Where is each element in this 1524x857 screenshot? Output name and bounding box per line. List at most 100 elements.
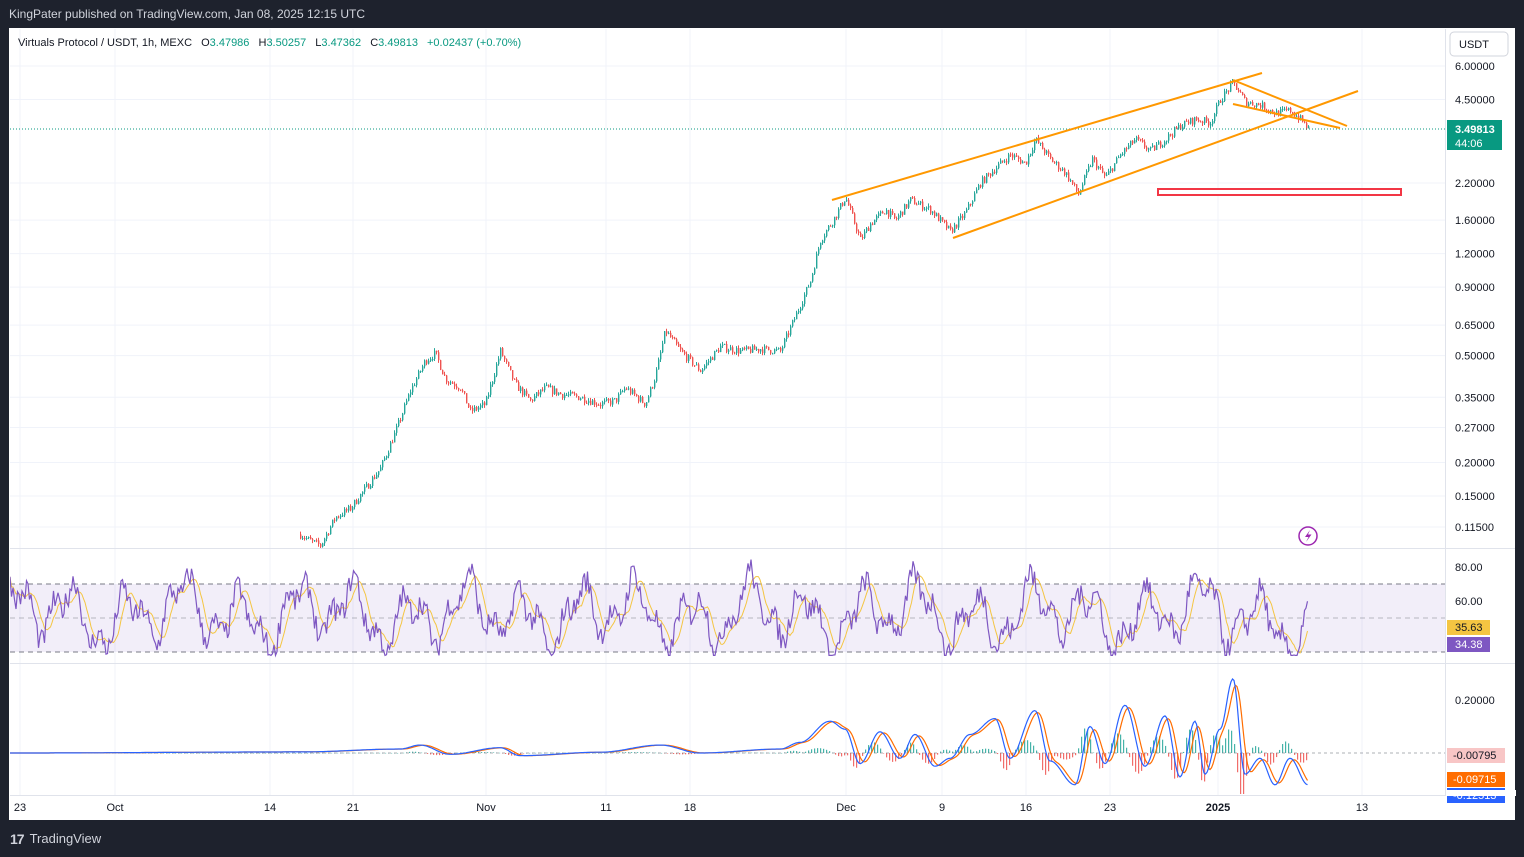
lightning-icon[interactable] <box>1298 526 1318 546</box>
histogram-bar <box>787 751 789 753</box>
currency-button[interactable]: USDT <box>1449 31 1509 57</box>
candle <box>974 191 976 202</box>
change-value: +0.02437 (+0.70%) <box>427 37 521 49</box>
histogram-bar <box>163 752 165 754</box>
wedge-upper-line[interactable] <box>1232 79 1348 127</box>
histogram-bar <box>1129 753 1131 758</box>
histogram-bar <box>145 752 147 754</box>
histogram-bar <box>253 752 255 754</box>
candle <box>862 234 864 240</box>
candle <box>562 393 564 400</box>
chart-canvas[interactable]: 6.00000 4.50000 2.20000 1.60000 1.20000 0.900… <box>0 0 1524 820</box>
histogram-bar <box>1009 753 1011 766</box>
histogram-bar <box>811 749 813 753</box>
candle <box>906 204 908 210</box>
candle <box>478 405 480 412</box>
candle <box>1200 120 1202 123</box>
candle <box>494 372 496 385</box>
candle <box>822 239 824 245</box>
time-tick-label: Nov <box>476 802 496 814</box>
candle <box>324 537 326 547</box>
rsi-axis[interactable]: 80.00 60.00 <box>1455 562 1483 608</box>
candle <box>886 208 888 215</box>
candle <box>1258 102 1260 106</box>
histogram-bar <box>412 751 414 753</box>
candle <box>638 395 640 404</box>
channel-lower-line[interactable] <box>952 90 1359 239</box>
candle <box>848 197 850 206</box>
candle <box>520 385 522 394</box>
candle <box>356 498 358 505</box>
candle <box>392 439 394 444</box>
candle <box>816 251 818 269</box>
time-axis[interactable]: 23 Oct 14 21 Nov 11 18 Dec 9 16 23 2025 13 <box>14 802 1368 814</box>
histogram-bar <box>1273 753 1275 763</box>
candle <box>1088 163 1090 173</box>
candle <box>1172 133 1174 140</box>
histogram-bar <box>994 751 996 753</box>
candle <box>868 226 870 232</box>
candle <box>860 231 862 238</box>
candle <box>556 388 558 397</box>
candle <box>544 383 546 393</box>
histogram-bar <box>1234 744 1236 753</box>
candle <box>964 210 966 220</box>
candle <box>702 368 704 374</box>
candle <box>426 359 428 366</box>
histogram-bar <box>1027 740 1029 753</box>
candlestick-series <box>300 78 1310 548</box>
histogram-bar <box>1003 753 1005 769</box>
time-tick-label: Dec <box>836 802 856 814</box>
candle <box>1198 117 1200 123</box>
candle <box>396 423 398 436</box>
candle <box>558 392 560 396</box>
wedge-lower-line[interactable] <box>1232 103 1341 129</box>
channel-upper-line[interactable] <box>831 72 1263 201</box>
histogram-bar <box>133 752 135 754</box>
candle <box>606 396 608 402</box>
open-label: O <box>201 37 210 49</box>
trendlines[interactable] <box>831 72 1359 239</box>
histogram-bar <box>199 752 201 754</box>
symbol-legend[interactable]: Virtuals Protocol / USDT, 1h, MEXC O3.47… <box>18 37 521 49</box>
histogram-bar <box>829 751 831 753</box>
candle <box>370 484 372 490</box>
candle <box>488 392 490 399</box>
candle <box>430 357 432 363</box>
candle <box>1210 121 1212 129</box>
candle <box>1064 167 1066 177</box>
histogram-bar <box>820 748 822 753</box>
histogram-bar <box>1240 753 1242 794</box>
histogram-value: -0.00795 <box>1453 750 1496 762</box>
macd-line <box>10 678 1308 786</box>
histogram-bar <box>451 753 453 754</box>
candle <box>440 359 442 371</box>
candle <box>658 357 660 370</box>
candle <box>952 227 954 234</box>
candle <box>624 386 626 393</box>
price-tick-label: 0.50000 <box>1455 351 1495 363</box>
macd-axis[interactable]: 0.20000 <box>1455 695 1495 707</box>
candle <box>680 343 682 352</box>
candle <box>330 525 332 535</box>
histogram-bar <box>499 752 501 754</box>
support-zone[interactable] <box>1157 188 1402 196</box>
histogram-bar <box>1219 739 1221 753</box>
candle <box>782 345 784 354</box>
histogram-bar <box>1180 753 1182 768</box>
signal-line <box>10 684 1309 785</box>
histogram-bar <box>1171 753 1173 770</box>
footer-bar: 17 TradingView <box>0 820 1524 857</box>
candle <box>686 351 688 363</box>
histogram-bar <box>976 751 978 753</box>
candle <box>882 210 884 214</box>
candle <box>546 382 548 387</box>
candle <box>450 380 452 385</box>
histogram-bar <box>241 752 243 754</box>
candle <box>1174 126 1176 138</box>
candle <box>980 184 982 189</box>
candle <box>566 392 568 397</box>
candle <box>1008 152 1010 165</box>
candle <box>776 346 778 352</box>
price-axis[interactable]: 6.00000 4.50000 2.20000 1.60000 1.20000 0.900… <box>1455 61 1495 534</box>
